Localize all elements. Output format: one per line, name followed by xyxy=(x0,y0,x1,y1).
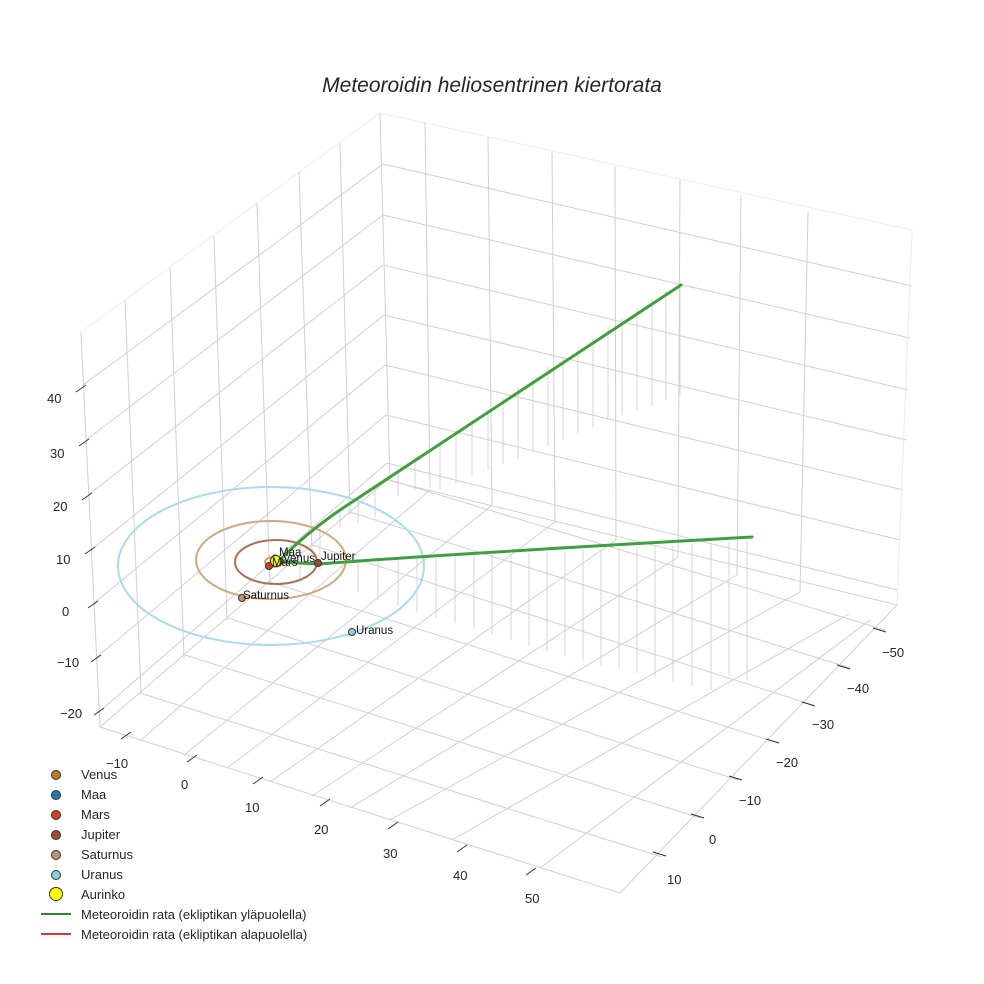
y-tick-label: −20 xyxy=(776,755,799,770)
y-tick-label: 10 xyxy=(667,872,682,887)
legend-item-jupiter[interactable]: Jupiter xyxy=(38,824,307,844)
label-saturnus: Saturnus xyxy=(243,590,290,602)
trajectory-lower-branch xyxy=(276,535,754,566)
legend-dot-icon xyxy=(51,830,61,840)
legend-label: Meteoroidin rata (ekliptikan yläpuolella… xyxy=(81,906,307,922)
planet-saturnus xyxy=(238,594,246,602)
back-left-wall-grid xyxy=(79,112,913,728)
legend-dot-icon xyxy=(51,810,61,820)
planet-mars xyxy=(265,562,273,570)
legend-label: Maa xyxy=(81,786,107,802)
back-right-wall-grid xyxy=(382,121,913,606)
y-tick-label: −30 xyxy=(812,717,835,732)
x-tick-label: 20 xyxy=(314,822,329,837)
chart-title: Meteoroidin heliosentrinen kiertorata xyxy=(322,74,662,97)
y-tick-label: −10 xyxy=(739,793,762,808)
z-tick-label: 0 xyxy=(62,604,70,619)
legend-item-mars[interactable]: Mars xyxy=(38,804,307,824)
planet-uranus xyxy=(348,628,356,636)
y-tick-label: −50 xyxy=(882,645,905,660)
x-tick-label: 40 xyxy=(453,868,468,883)
label-maa: Maa xyxy=(279,547,302,559)
z-tick-label: 20 xyxy=(53,499,68,514)
legend-label: Jupiter xyxy=(81,826,121,842)
z-tick-label: −10 xyxy=(57,655,80,670)
y-tick-label: 0 xyxy=(709,832,717,847)
legend-dot-icon xyxy=(51,870,61,880)
legend-label: Mars xyxy=(81,806,110,822)
legend-label: Meteoroidin rata (ekliptikan alapuolella… xyxy=(81,926,308,942)
z-tick-label: 40 xyxy=(47,391,62,406)
trajectory-upper-branch xyxy=(276,283,683,564)
x-tick-label: 50 xyxy=(525,891,540,906)
orbit-saturnus xyxy=(195,520,347,600)
planet-jupiter xyxy=(314,559,322,567)
x-tick-label: 0 xyxy=(181,777,189,792)
axis-tick-marks xyxy=(75,384,887,876)
legend-label: Uranus xyxy=(81,866,123,882)
legend-dot-icon xyxy=(51,850,61,860)
trajectory-drop-lines xyxy=(299,285,748,690)
legend-dot-icon xyxy=(51,790,61,800)
sun xyxy=(270,555,282,567)
sun-icon xyxy=(49,887,63,901)
legend-item-aurinko[interactable]: Aurinko xyxy=(38,884,307,904)
planet-markers xyxy=(238,554,356,636)
legend: Venus Maa Mars Jupiter Saturnus Uranus A… xyxy=(38,764,307,944)
label-mars: Mars xyxy=(272,557,298,569)
legend-label: Venus xyxy=(81,766,118,782)
legend-item-trajectory-below[interactable]: Meteoroidin rata (ekliptikan alapuolella… xyxy=(38,924,307,944)
legend-dot-icon xyxy=(51,770,61,780)
legend-item-maa[interactable]: Maa xyxy=(38,784,307,804)
x-tick-label: 30 xyxy=(383,846,398,861)
x-tick-label: 10 xyxy=(245,800,260,815)
legend-item-trajectory-above[interactable]: Meteoroidin rata (ekliptikan yläpuolella… xyxy=(38,904,307,924)
meteoroid-trajectory xyxy=(276,283,754,566)
z-tick-label: −20 xyxy=(60,706,83,721)
x-tick-label: −10 xyxy=(106,756,129,771)
line-swatch-icon xyxy=(41,933,71,935)
z-tick-label: 30 xyxy=(50,446,65,461)
legend-label: Aurinko xyxy=(81,886,126,902)
line-swatch-icon xyxy=(41,913,71,915)
legend-item-uranus[interactable]: Uranus xyxy=(38,864,307,884)
legend-item-saturnus[interactable]: Saturnus xyxy=(38,844,307,864)
legend-label: Saturnus xyxy=(81,846,134,862)
z-tick-label: 10 xyxy=(56,552,71,567)
y-tick-label: −40 xyxy=(847,681,870,696)
label-jupiter: Jupiter xyxy=(321,551,356,563)
legend-item-venus[interactable]: Venus xyxy=(38,764,307,784)
floor-grid xyxy=(99,479,898,894)
label-venus: Venus xyxy=(283,553,315,565)
orbit-uranus xyxy=(117,486,425,646)
label-uranus: Uranus xyxy=(356,625,394,637)
